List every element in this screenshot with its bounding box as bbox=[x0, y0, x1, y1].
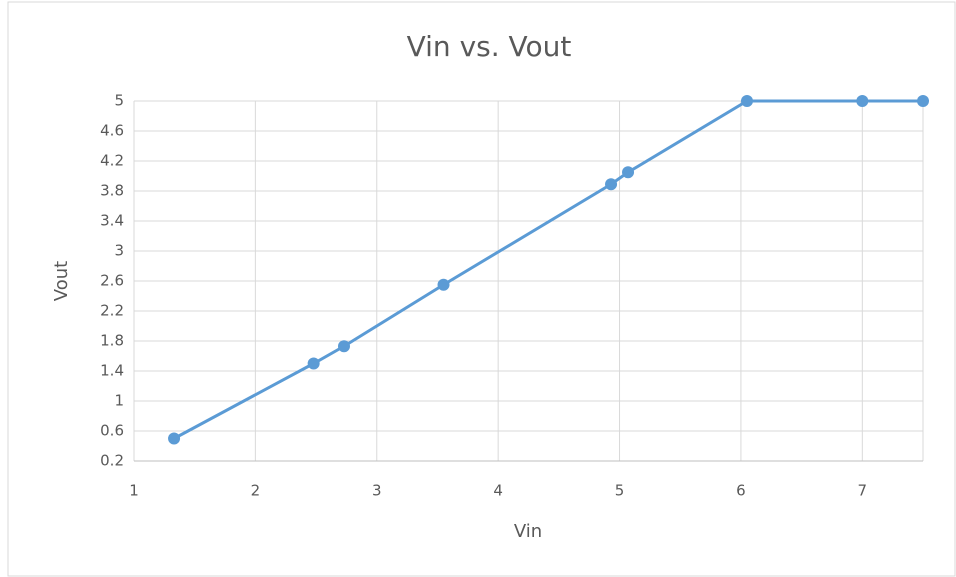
point bbox=[605, 178, 618, 191]
chart-title: Vin vs. Vout bbox=[407, 30, 572, 63]
y-tick-label: 0.6 bbox=[100, 422, 124, 440]
y-tick-label: 3 bbox=[114, 242, 124, 260]
y-tick-label: 1.4 bbox=[100, 362, 124, 380]
point bbox=[307, 357, 320, 370]
point bbox=[168, 432, 181, 445]
point bbox=[740, 95, 753, 107]
y-tick-label: 3.4 bbox=[100, 212, 124, 230]
point bbox=[337, 340, 350, 353]
x-tick-label: 7 bbox=[858, 482, 868, 500]
y-tick-label: 4.6 bbox=[100, 122, 124, 140]
point bbox=[917, 95, 929, 107]
x-tick-label: 6 bbox=[736, 482, 746, 500]
y-tick-label: 2.6 bbox=[100, 272, 124, 290]
y-tick-label: 2.2 bbox=[100, 302, 124, 320]
point bbox=[437, 278, 450, 291]
x-axis-label: Vin bbox=[514, 521, 542, 542]
y-tick-label: 3.8 bbox=[100, 182, 124, 200]
y-tick-label: 1 bbox=[114, 392, 124, 410]
x-tick-label: 4 bbox=[493, 482, 503, 500]
y-tick-label: 0.2 bbox=[100, 452, 124, 470]
x-tick-label: 2 bbox=[251, 482, 261, 500]
x-tick-label: 1 bbox=[129, 482, 139, 500]
chart-frame bbox=[7, 1, 956, 577]
y-tick-label: 1.8 bbox=[100, 332, 124, 350]
x-tick-label: 3 bbox=[372, 482, 382, 500]
x-tick-label: 5 bbox=[615, 482, 625, 500]
y-tick-label: 4.2 bbox=[100, 152, 124, 170]
y-tick-label: 5 bbox=[114, 92, 124, 110]
point bbox=[622, 166, 635, 179]
point bbox=[856, 95, 869, 107]
y-axis-label: Vout bbox=[51, 261, 72, 301]
